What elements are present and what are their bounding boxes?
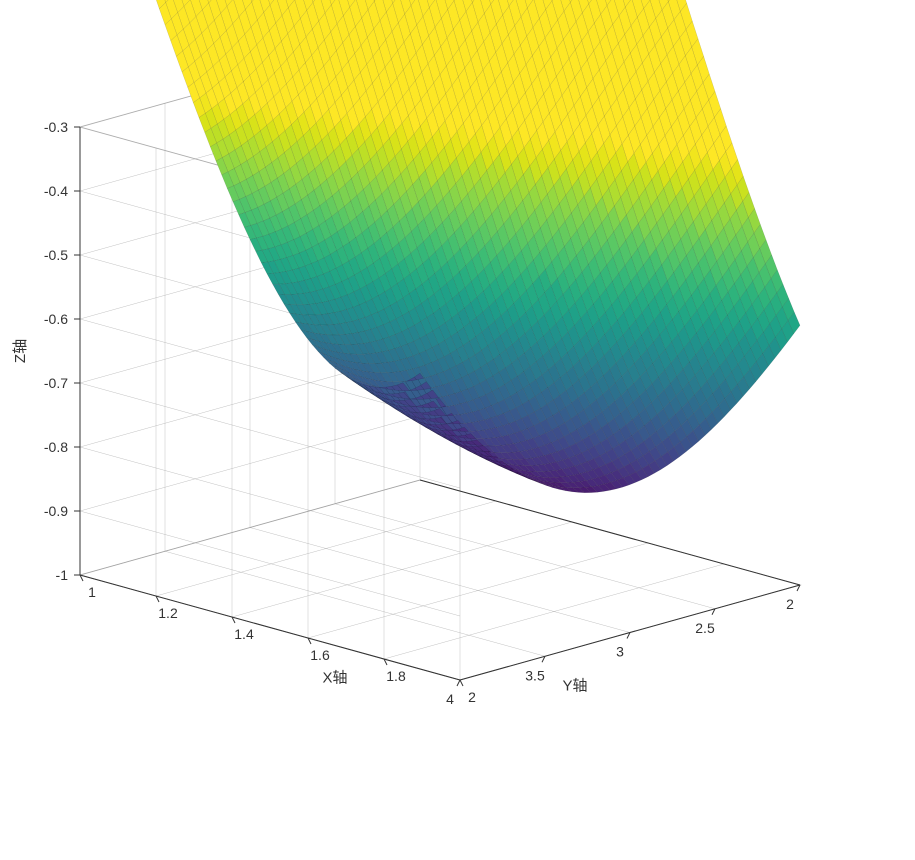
svg-text:-0.9: -0.9: [44, 503, 68, 519]
svg-text:X轴: X轴: [322, 670, 347, 687]
svg-text:-0.7: -0.7: [44, 375, 68, 391]
svg-text:-0.8: -0.8: [44, 439, 68, 455]
svg-text:4: 4: [446, 691, 454, 707]
svg-text:-1: -1: [56, 567, 69, 583]
svg-text:3.5: 3.5: [525, 667, 545, 683]
svg-text:1.8: 1.8: [386, 668, 406, 684]
chart-svg: -1 -0.9 -0.8 -0.7 -0.6 -0.5 -0.4 -0.3 Z轴 1 1.2 1.4 1…: [0, 0, 915, 860]
svg-text:2: 2: [786, 596, 794, 612]
svg-text:1.6: 1.6: [310, 647, 330, 663]
svg-text:1.4: 1.4: [234, 626, 254, 642]
svg-text:-0.3: -0.3: [44, 119, 68, 135]
svg-text:-0.5: -0.5: [44, 247, 68, 263]
svg-text:Y轴: Y轴: [562, 678, 587, 695]
svg-text:3: 3: [616, 644, 624, 660]
svg-text:-0.4: -0.4: [44, 183, 68, 199]
svg-text:1: 1: [88, 584, 96, 600]
svg-text:2: 2: [468, 689, 476, 705]
svg-text:2.5: 2.5: [695, 620, 715, 636]
svg-text:Z轴: Z轴: [12, 339, 29, 363]
svg-text:-0.6: -0.6: [44, 311, 68, 327]
svg-text:1.2: 1.2: [158, 605, 178, 621]
surface-chart: -1 -0.9 -0.8 -0.7 -0.6 -0.5 -0.4 -0.3 Z轴 1 1.2 1.4 1…: [0, 0, 915, 860]
